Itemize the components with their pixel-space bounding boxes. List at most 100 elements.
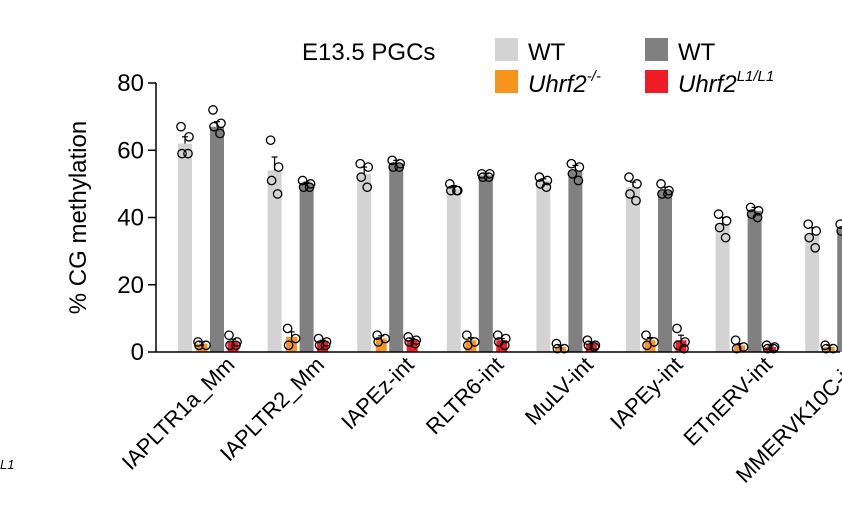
data-point xyxy=(721,216,732,226)
data-point xyxy=(201,340,211,351)
bar xyxy=(210,126,224,353)
data-point xyxy=(534,172,545,182)
data-point xyxy=(589,342,600,352)
bar xyxy=(317,341,329,352)
data-point xyxy=(769,342,780,352)
data-point xyxy=(461,330,472,341)
y-tick-label: 20 xyxy=(117,272,144,299)
data-point xyxy=(730,335,741,346)
data-point xyxy=(194,340,204,351)
data-point xyxy=(828,343,839,354)
x-category-label: MuLV-int xyxy=(520,352,598,430)
data-point xyxy=(810,242,821,253)
data-point xyxy=(641,330,651,341)
x-category-label: IAPEz-int xyxy=(336,352,419,435)
data-point xyxy=(835,219,842,230)
bar xyxy=(446,188,461,352)
bar xyxy=(805,234,820,352)
bar xyxy=(626,187,640,352)
x-category-label: IAPEy-int xyxy=(605,352,688,435)
data-point xyxy=(356,172,367,182)
data-point xyxy=(583,340,594,351)
data-point xyxy=(265,135,276,146)
data-point xyxy=(499,340,510,351)
y-tick-label: 60 xyxy=(117,137,144,164)
data-point xyxy=(266,175,277,186)
data-point xyxy=(388,162,399,172)
data-point xyxy=(394,162,405,172)
data-point xyxy=(541,182,552,193)
bar xyxy=(715,224,730,352)
bar xyxy=(568,170,583,352)
data-point xyxy=(745,202,756,213)
data-point xyxy=(444,179,455,189)
data-point xyxy=(410,338,421,349)
y-tick-label: 40 xyxy=(117,205,144,232)
data-point xyxy=(625,189,635,199)
data-point xyxy=(720,232,731,243)
data-point xyxy=(387,155,398,166)
x-category-label: RLTR6-int xyxy=(421,352,508,439)
bar xyxy=(536,180,551,352)
data-point xyxy=(320,340,331,351)
data-point xyxy=(208,105,218,115)
bar xyxy=(658,190,672,352)
bar xyxy=(267,170,282,352)
data-point xyxy=(231,340,241,351)
legend-title: E13.5 PGCs xyxy=(302,39,435,66)
data-point xyxy=(304,182,315,193)
data-point xyxy=(451,185,462,196)
data-point xyxy=(821,343,832,354)
y-axis-label: % CG methylation xyxy=(65,121,92,314)
data-point xyxy=(273,162,284,172)
data-point xyxy=(672,323,682,334)
x-category-label: IAPLTR1a_Mm xyxy=(117,352,240,475)
legend-swatch xyxy=(495,38,518,61)
data-point xyxy=(355,158,366,169)
data-point xyxy=(624,172,634,182)
data-point xyxy=(283,340,294,351)
data-point xyxy=(590,340,601,351)
bar xyxy=(747,210,762,352)
data-point xyxy=(403,332,414,342)
legend-swatch xyxy=(495,70,518,93)
data-point xyxy=(372,330,383,341)
data-point xyxy=(298,182,309,193)
data-point xyxy=(209,121,219,132)
data-point xyxy=(362,182,373,193)
data-point xyxy=(363,162,374,172)
data-point xyxy=(582,335,593,346)
x-category-label: ETnERV-int xyxy=(678,352,777,451)
data-point xyxy=(714,222,725,233)
data-point xyxy=(551,338,562,349)
data-point xyxy=(803,219,814,230)
data-point xyxy=(224,330,234,341)
data-point xyxy=(477,172,488,182)
data-point xyxy=(642,340,652,351)
data-point xyxy=(314,340,325,351)
data-point xyxy=(573,175,584,186)
bar xyxy=(465,340,477,352)
data-point xyxy=(768,343,779,354)
data-point xyxy=(752,212,763,223)
y-tick-label: 80 xyxy=(117,70,144,97)
legend-swatch xyxy=(645,70,668,93)
bar xyxy=(357,173,372,352)
data-point xyxy=(567,168,578,179)
data-point xyxy=(183,148,193,159)
data-point xyxy=(176,121,186,132)
legend-label: WT xyxy=(678,39,716,66)
data-point xyxy=(762,343,773,354)
data-point xyxy=(738,342,749,352)
data-point xyxy=(679,343,689,354)
bar xyxy=(644,340,656,352)
data-point xyxy=(282,323,293,334)
legend-label: WT xyxy=(528,39,566,66)
data-point xyxy=(272,189,283,199)
data-point xyxy=(631,195,641,206)
bar xyxy=(299,183,314,352)
data-point xyxy=(313,333,324,344)
data-point xyxy=(552,343,563,354)
data-point xyxy=(215,128,225,139)
